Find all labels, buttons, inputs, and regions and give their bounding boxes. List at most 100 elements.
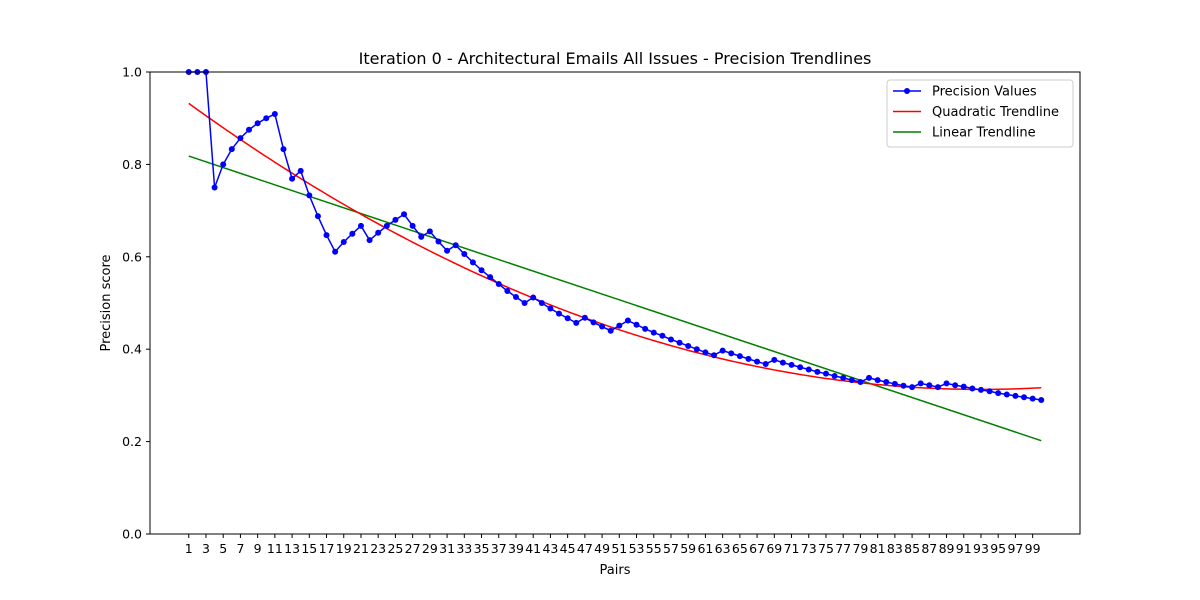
- x-tick-label: 21: [353, 541, 369, 556]
- precision-point: [1003, 391, 1010, 398]
- precision-point: [581, 314, 588, 321]
- y-tick-label: 0.4: [122, 342, 142, 357]
- x-tick-label: 13: [284, 541, 300, 556]
- precision-point: [340, 239, 347, 246]
- x-tick-label: 65: [732, 541, 748, 556]
- y-tick-label: 0.0: [122, 527, 142, 542]
- precision-point: [977, 386, 984, 393]
- precision-point: [685, 342, 692, 349]
- precision-point: [590, 319, 597, 326]
- precision-point: [805, 366, 812, 373]
- plot-area: [185, 69, 1045, 442]
- x-tick-label: 79: [852, 541, 868, 556]
- precision-point: [564, 315, 571, 322]
- precision-point: [745, 355, 752, 362]
- x-tick-label: 51: [611, 541, 627, 556]
- precision-point: [952, 382, 959, 389]
- precision-point: [762, 360, 769, 367]
- precision-point: [504, 287, 511, 294]
- precision-point: [728, 350, 735, 357]
- precision-line: [188, 71, 1042, 401]
- x-tick-label: 49: [594, 541, 610, 556]
- precision-point: [547, 305, 554, 312]
- x-tick-label: 57: [663, 541, 679, 556]
- precision-point: [263, 115, 270, 122]
- x-tick-label: 83: [887, 541, 903, 556]
- precision-point: [1029, 395, 1036, 402]
- precision-point: [418, 233, 425, 240]
- x-tick-label: 77: [835, 541, 851, 556]
- x-tick-label: 29: [422, 541, 438, 556]
- precision-point: [254, 120, 261, 127]
- x-tick-label: 61: [697, 541, 713, 556]
- x-tick-label: 11: [267, 541, 283, 556]
- precision-point: [297, 167, 304, 174]
- precision-point: [401, 211, 408, 218]
- precision-point: [271, 111, 278, 118]
- precision-point: [556, 310, 563, 317]
- precision-point: [702, 349, 709, 356]
- precision-point: [246, 126, 253, 133]
- precision-point: [495, 281, 502, 288]
- precision-point: [754, 358, 761, 365]
- precision-point: [521, 300, 528, 306]
- precision-point: [469, 259, 476, 266]
- precision-point: [676, 339, 683, 346]
- precision-point: [909, 384, 916, 391]
- precision-point: [840, 374, 847, 381]
- legend-entry: Quadratic Trendline: [932, 105, 1059, 120]
- x-tick-label: 41: [525, 541, 541, 556]
- precision-point: [711, 352, 718, 359]
- x-tick-label: 25: [387, 541, 403, 556]
- x-tick-label: 67: [749, 541, 765, 556]
- precision-point: [487, 274, 494, 281]
- precision-point: [866, 374, 873, 381]
- precision-point: [538, 300, 545, 306]
- precision-point: [357, 222, 364, 229]
- x-tick-label: 27: [405, 541, 421, 556]
- precision-point: [530, 294, 537, 301]
- precision-point: [435, 238, 442, 245]
- x-tick-label: 55: [646, 541, 662, 556]
- x-tick-label: 3: [202, 541, 210, 556]
- y-axis: 0.0 0.2 0.4 0.6 0.8 1.0: [122, 65, 150, 542]
- precision-point: [667, 336, 674, 343]
- precision-point: [314, 213, 321, 220]
- x-tick-label: 91: [956, 541, 972, 556]
- precision-point: [409, 222, 416, 229]
- precision-point: [831, 372, 838, 379]
- precision-point: [512, 293, 519, 300]
- x-tick-label: 5: [219, 541, 227, 556]
- x-tick-label: 7: [236, 541, 244, 556]
- precision-point: [607, 327, 614, 334]
- precision-point: [478, 267, 485, 274]
- precision-point: [1021, 394, 1028, 401]
- y-tick-label: 0.8: [122, 157, 142, 172]
- x-tick-label: 33: [456, 541, 472, 556]
- legend-entry: Linear Trendline: [932, 126, 1036, 141]
- precision-point: [822, 370, 829, 377]
- precision-point: [444, 247, 451, 254]
- precision-point: [934, 384, 941, 391]
- precision-point: [237, 135, 244, 142]
- x-tick-label: 19: [336, 541, 352, 556]
- x-tick-label: 89: [939, 541, 955, 556]
- x-tick-label: 39: [508, 541, 524, 556]
- precision-point: [986, 388, 993, 395]
- precision-point: [366, 237, 373, 244]
- x-tick-label: 97: [1007, 541, 1023, 556]
- precision-point: [633, 321, 640, 328]
- precision-point: [857, 379, 864, 386]
- x-tick-label: 9: [254, 541, 262, 556]
- x-tick-label: 99: [1025, 541, 1041, 556]
- x-tick-label: 81: [870, 541, 886, 556]
- precision-point: [573, 319, 580, 326]
- linear-trendline: [188, 155, 1042, 442]
- legend-entry: Precision Values: [932, 85, 1037, 100]
- precision-point: [736, 353, 743, 360]
- precision-point: [375, 229, 382, 236]
- x-tick-label: 47: [577, 541, 593, 556]
- precision-point: [306, 192, 313, 199]
- x-tick-label: 53: [629, 541, 645, 556]
